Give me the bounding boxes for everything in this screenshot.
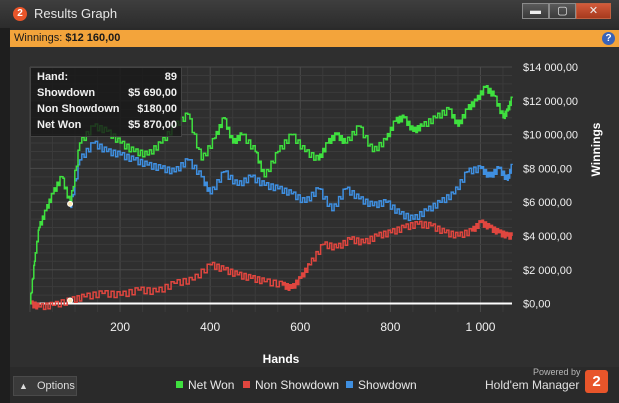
tooltip-key: Net Won	[37, 119, 82, 131]
help-icon[interactable]: ?	[602, 32, 615, 45]
legend-net-won[interactable]: Net Won	[176, 378, 234, 392]
legend-label: Non Showdown	[255, 378, 340, 392]
y-tick-label: $2 000,00	[523, 265, 572, 277]
options-button[interactable]: ▲ Options	[13, 376, 77, 396]
maximize-button[interactable]: ▢	[549, 3, 576, 19]
winnings-summary: Winnings: $12 160,00	[14, 32, 120, 44]
x-axis-title: Hands	[263, 352, 300, 366]
legend-swatch-red	[243, 381, 250, 388]
tooltip-row-hand: Hand: 89	[37, 71, 177, 88]
brand-logo-icon: 2	[585, 370, 608, 393]
tooltip-row-net-won: Net Won $5 870,00	[37, 119, 177, 136]
x-tick-label: 600	[290, 320, 310, 334]
series-line-showdown	[70, 140, 513, 222]
x-tick-label: 1 000	[465, 320, 495, 334]
y-tick-label: $14 000,00	[523, 62, 578, 74]
y-axis-title: Winnings	[589, 122, 603, 176]
minimize-button[interactable]: ▬	[522, 3, 549, 19]
app-logo-icon: 2	[13, 7, 27, 21]
close-button[interactable]: ✕	[576, 3, 611, 19]
winnings-label: Winnings:	[14, 32, 63, 44]
tooltip-key: Non Showdown	[37, 103, 120, 115]
footer-bar	[10, 367, 619, 403]
series-line-non-showdown	[30, 219, 513, 311]
y-tick-label: $12 000,00	[523, 96, 578, 108]
y-tick-label: $0,00	[523, 299, 551, 311]
y-tick-label: $8 000,00	[523, 163, 572, 175]
highlight-point-non-showdown	[67, 297, 74, 304]
legend-swatch-green	[176, 381, 183, 388]
legend-label: Net Won	[188, 378, 235, 392]
brand-name: Hold'em Manager	[485, 378, 580, 392]
legend-label: Showdown	[358, 378, 417, 392]
x-tick-label: 200	[110, 320, 130, 334]
highlight-point-net-won	[67, 200, 74, 207]
powered-by-label: Powered by	[533, 367, 581, 377]
tooltip-key: Showdown	[37, 87, 96, 99]
x-tick-label: 800	[380, 320, 400, 334]
chevron-up-icon: ▲	[19, 381, 28, 391]
hand-tooltip: Hand: 89 Showdown $5 690,00 Non Showdown $1…	[30, 67, 182, 137]
legend-non-showdown[interactable]: Non Showdown	[243, 378, 339, 392]
legend-swatch-blue	[346, 381, 353, 388]
legend-showdown[interactable]: Showdown	[346, 378, 417, 392]
y-tick-label: $10 000,00	[523, 130, 578, 142]
window-left-edge	[0, 28, 10, 403]
tooltip-value: $5 690,00	[128, 87, 177, 99]
x-tick-label: 400	[200, 320, 220, 334]
y-tick-label: $6 000,00	[523, 197, 572, 209]
tooltip-value: 89	[164, 71, 177, 83]
title-bar: 2 Results Graph ▬ ▢ ✕	[0, 0, 619, 28]
tooltip-row-non-showdown: Non Showdown $180,00	[37, 103, 177, 120]
tooltip-value: $180,00	[137, 103, 177, 115]
y-tick-label: $4 000,00	[523, 231, 572, 243]
options-label: Options	[37, 380, 75, 392]
window-title: Results Graph	[34, 6, 118, 21]
tooltip-value: $5 870,00	[128, 119, 177, 131]
winnings-banner: Winnings: $12 160,00 ?	[10, 30, 619, 47]
winnings-value: $12 160,00	[65, 32, 121, 44]
tooltip-key: Hand:	[37, 71, 69, 83]
tooltip-row-showdown: Showdown $5 690,00	[37, 87, 177, 104]
